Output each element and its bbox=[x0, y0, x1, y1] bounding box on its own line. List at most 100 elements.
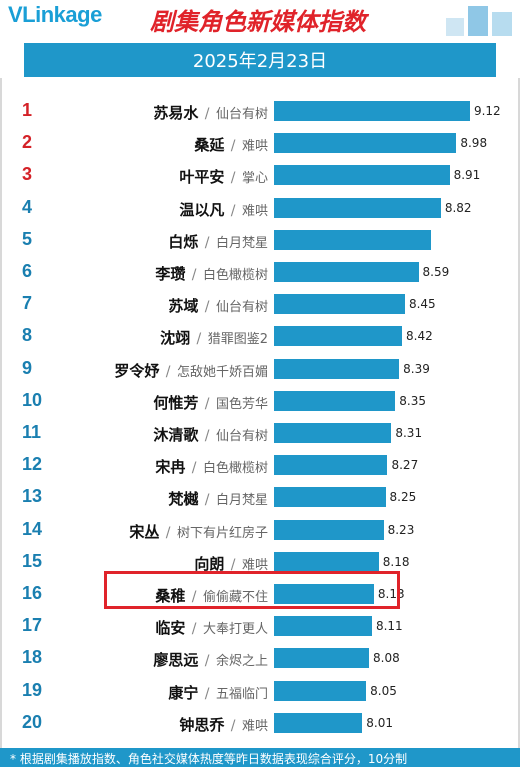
rank-number: 1 bbox=[22, 100, 33, 120]
separator: / bbox=[187, 267, 201, 283]
row-label: 白烁 / 白月梵星 bbox=[168, 231, 268, 252]
value-label: 8.82 bbox=[444, 200, 472, 215]
show-title: 大奉打更人 bbox=[202, 622, 268, 638]
character-name: 罗令妤 bbox=[114, 361, 160, 380]
chart-row: 11 沐清歌 / 仙台有树 8.31 bbox=[0, 418, 520, 449]
value-label: 8.59 bbox=[422, 265, 450, 279]
chart-row: 19 康宁 / 五福临门 8.05 bbox=[0, 676, 520, 707]
rank-number: 10 bbox=[22, 389, 43, 410]
value-bar bbox=[274, 487, 386, 508]
right-border bbox=[518, 78, 520, 767]
character-name: 沈翊 bbox=[160, 329, 191, 348]
row-label: 临安 / 大奉打更人 bbox=[155, 617, 268, 638]
show-title: 仙台有树 bbox=[215, 107, 268, 122]
value-label: 8.39 bbox=[403, 361, 430, 376]
row-label: 沈翊 / 猎罪图鉴2 bbox=[160, 327, 268, 348]
rank-number: 16 bbox=[22, 583, 43, 603]
value-label: 8.11 bbox=[375, 619, 403, 634]
character-name: 廖思远 bbox=[153, 651, 199, 670]
rank-number: 19 bbox=[22, 679, 43, 700]
rank-number: 9 bbox=[22, 357, 33, 378]
rank-number: 2 bbox=[22, 132, 33, 153]
separator: / bbox=[187, 589, 201, 605]
rank-number: 8 bbox=[22, 325, 33, 346]
rank-number: 12 bbox=[22, 454, 43, 475]
value-label: 8.91 bbox=[453, 168, 481, 183]
chart-row: 4 温以凡 / 难哄 8.82 bbox=[0, 193, 520, 224]
character-name: 苏易水 bbox=[153, 104, 199, 122]
value-label: 8.31 bbox=[395, 426, 423, 440]
character-name: 李瓒 bbox=[155, 265, 186, 283]
separator: / bbox=[200, 653, 214, 670]
rank-number: 7 bbox=[22, 293, 33, 314]
value-bar bbox=[274, 326, 403, 347]
show-title: 余烬之上 bbox=[215, 654, 268, 670]
character-name: 临安 bbox=[155, 619, 186, 638]
row-label: 叶平安 / 掌心 bbox=[179, 166, 268, 187]
chart-row: 13 梵樾 / 白月梵星 8.25 bbox=[0, 482, 520, 513]
row-label: 温以凡 / 难哄 bbox=[179, 199, 268, 220]
podium-icon bbox=[446, 6, 512, 36]
rank-number: 3 bbox=[22, 164, 33, 185]
chart-row: 8 沈翊 / 猎罪图鉴2 8.42 bbox=[0, 321, 520, 352]
row-label: 何惟芳 / 国色芳华 bbox=[153, 392, 268, 413]
show-title: 难哄 bbox=[241, 139, 268, 155]
date-banner: 2025年2月23日 bbox=[24, 43, 496, 77]
row-label: 桑稚 / 偷偷藏不住 bbox=[155, 585, 268, 606]
separator: / bbox=[200, 299, 214, 316]
row-label: 宋丛 / 树下有片红房子 bbox=[129, 521, 268, 542]
value-bar bbox=[274, 423, 392, 443]
character-name: 白烁 bbox=[168, 232, 199, 251]
value-bar bbox=[274, 648, 370, 669]
show-title: 难哄 bbox=[241, 557, 268, 573]
row-label: 宋冉 / 白色橄榄树 bbox=[155, 456, 268, 477]
chart-row: 5 白烁 / 白月梵星 bbox=[0, 225, 520, 256]
value-label: 8.35 bbox=[399, 393, 426, 408]
vlinkage-logo: VLinkage bbox=[8, 2, 102, 27]
rank-number: 11 bbox=[22, 422, 42, 442]
value-bar bbox=[274, 101, 470, 121]
value-bar bbox=[274, 133, 457, 154]
character-name: 何惟芳 bbox=[153, 393, 199, 412]
chart-row: 2 桑延 / 难哄 8.98 bbox=[0, 128, 520, 159]
show-title: 五福临门 bbox=[215, 686, 268, 702]
row-label: 沐清歌 / 仙台有树 bbox=[153, 424, 268, 445]
value-label: 8.08 bbox=[373, 651, 400, 666]
value-bar bbox=[274, 358, 400, 379]
rank-number: 20 bbox=[22, 711, 43, 732]
chart-row: 12 宋冉 / 白色橄榄树 8.27 bbox=[0, 450, 520, 481]
separator: / bbox=[200, 106, 214, 122]
value-label: 8.05 bbox=[370, 683, 397, 698]
row-label: 梵樾 / 白月梵星 bbox=[168, 488, 268, 509]
chart-row: 20 钟思乔 / 难哄 8.01 bbox=[0, 708, 520, 739]
character-name: 向朗 bbox=[194, 554, 225, 573]
show-title: 白色橄榄树 bbox=[202, 461, 268, 477]
value-bar bbox=[274, 455, 388, 476]
character-name: 桑延 bbox=[194, 136, 225, 155]
show-title: 仙台有树 bbox=[215, 429, 268, 444]
value-label: 8.98 bbox=[460, 136, 488, 151]
rank-number: 17 bbox=[22, 615, 43, 636]
rank-number: 5 bbox=[22, 228, 33, 249]
separator: / bbox=[226, 717, 240, 734]
value-label: 8.45 bbox=[408, 297, 436, 312]
separator: / bbox=[187, 621, 201, 638]
chart-row: 17 临安 / 大奉打更人 8.11 bbox=[0, 611, 520, 642]
character-name: 温以凡 bbox=[179, 200, 225, 219]
rank-number: 18 bbox=[22, 647, 43, 668]
character-name: 苏域 bbox=[168, 297, 199, 316]
value-bar bbox=[274, 680, 367, 701]
separator: / bbox=[226, 138, 240, 155]
separator: / bbox=[161, 363, 175, 380]
chart-row: 7 苏域 / 仙台有树 8.45 bbox=[0, 289, 520, 320]
value-bar bbox=[274, 584, 374, 604]
value-label: 8.23 bbox=[387, 522, 415, 537]
show-title: 怎敌她千娇百媚 bbox=[176, 364, 268, 380]
rank-number: 14 bbox=[22, 518, 43, 539]
chart-row: 3 叶平安 / 掌心 8.91 bbox=[0, 160, 520, 191]
value-bar bbox=[274, 197, 441, 218]
row-label: 向朗 / 难哄 bbox=[194, 553, 268, 574]
value-bar bbox=[274, 551, 379, 572]
value-bar bbox=[274, 165, 450, 186]
show-title: 白色橄榄树 bbox=[202, 268, 268, 283]
